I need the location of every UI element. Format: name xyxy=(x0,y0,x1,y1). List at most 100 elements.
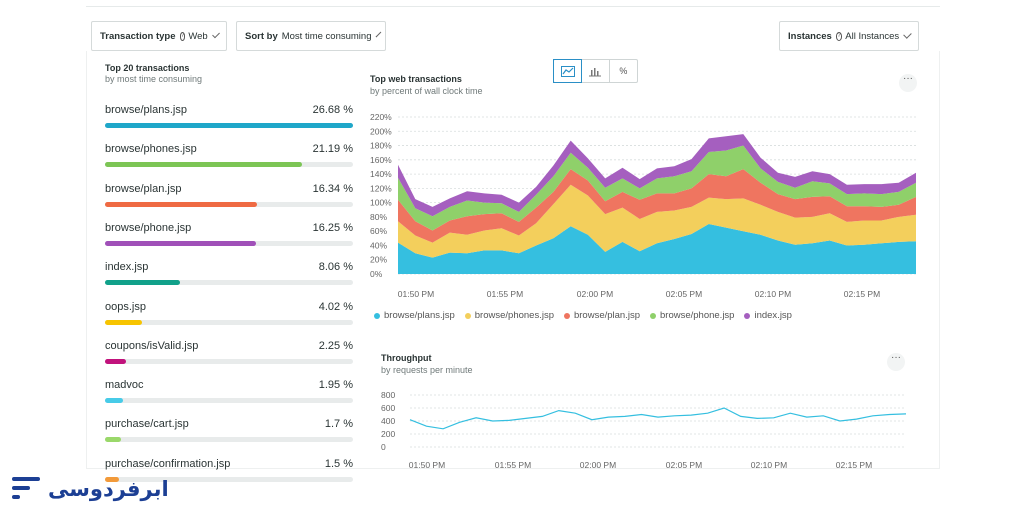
transaction-name[interactable]: index.jsp xyxy=(105,261,149,274)
legend-item[interactable]: browse/plan.jsp xyxy=(563,310,640,321)
top-divider xyxy=(86,6,940,7)
brand-logo: ابرفردوسی xyxy=(12,474,169,504)
legend-item[interactable]: browse/plans.jsp xyxy=(374,310,455,321)
transaction-percent: 1.5 % xyxy=(324,457,353,470)
y-tick-label: 220% xyxy=(370,112,392,122)
y-tick-label: 0% xyxy=(370,269,383,279)
area-series-3[interactable] xyxy=(398,145,916,231)
x-tick-label: 02:05 PM xyxy=(666,289,702,299)
y-tick-label: 40% xyxy=(370,240,387,250)
y-tick-label: 160% xyxy=(370,155,392,165)
throughput-line[interactable] xyxy=(409,407,907,430)
legend-label: browse/phone.jsp xyxy=(660,310,735,321)
transaction-type-filter[interactable]: Transaction type ? Web xyxy=(91,21,227,51)
transaction-row[interactable]: browse/phone.jsp 16.25 % xyxy=(105,222,353,252)
area-series-4[interactable] xyxy=(398,134,916,217)
transaction-row[interactable]: browse/plans.jsp 26.68 % xyxy=(105,104,353,134)
transaction-bar-fill xyxy=(105,476,119,482)
transaction-row[interactable]: purchase/confirmation.jsp 1.5 % xyxy=(105,458,353,488)
transaction-percent: 16.25 % xyxy=(312,221,353,234)
area-series-0[interactable] xyxy=(398,224,916,274)
logo-text: ابرفردوسی xyxy=(48,477,169,501)
top-transactions-title: Top 20 transactions xyxy=(105,63,190,73)
transaction-row[interactable]: madvoc 1.95 % xyxy=(105,379,353,409)
x-tick-label: 02:10 PM xyxy=(751,460,787,470)
transaction-bar-fill xyxy=(105,358,126,364)
area-series-2[interactable] xyxy=(398,169,916,243)
legend-item[interactable]: browse/phones.jsp xyxy=(464,310,554,321)
percent-toggle[interactable]: % xyxy=(619,66,628,76)
transaction-name[interactable]: purchase/confirmation.jsp xyxy=(105,457,231,470)
transaction-percent: 21.19 % xyxy=(312,143,353,156)
chevron-down-icon xyxy=(903,29,912,39)
transaction-name[interactable]: coupons/isValid.jsp xyxy=(105,339,199,352)
transaction-row[interactable]: oops.jsp 4.02 % xyxy=(105,301,353,331)
x-tick-label: 01:55 PM xyxy=(495,460,531,470)
transaction-name[interactable]: purchase/cart.jsp xyxy=(105,418,189,431)
transaction-bar-fill xyxy=(105,398,124,404)
transaction-percent: 16.34 % xyxy=(312,182,353,195)
bar-chart-icon[interactable] xyxy=(581,60,610,82)
transaction-name[interactable]: browse/phone.jsp xyxy=(105,221,192,234)
throughput-more-icon[interactable]: ··· xyxy=(887,353,905,371)
info-icon[interactable]: ? xyxy=(179,31,186,41)
x-tick-label: 01:55 PM xyxy=(487,289,523,299)
top-transactions-subtitle: by most time consuming xyxy=(105,74,203,84)
main-panel xyxy=(86,51,940,469)
throughput-line-chart: 0 200 400 600 800 01:50 PM 01:55 PM 02:00 PM 02:… xyxy=(381,390,907,470)
transaction-percent: 1.95 % xyxy=(318,379,353,392)
transaction-name[interactable]: browse/plans.jsp xyxy=(105,104,187,116)
transaction-name[interactable]: browse/phones.jsp xyxy=(105,143,197,156)
sort-by-label: Sort by xyxy=(245,30,278,42)
transaction-bar-track xyxy=(105,398,353,404)
transaction-bar-fill xyxy=(105,437,121,443)
throughput-title: Throughput xyxy=(381,353,432,363)
transaction-bar-track xyxy=(105,476,353,482)
transaction-bar-track xyxy=(105,240,353,246)
legend-item[interactable]: browse/phone.jsp xyxy=(650,310,734,321)
transaction-type-label: Transaction type xyxy=(100,30,176,42)
y-tick-label: 400 xyxy=(381,416,395,426)
x-tick-label: 02:15 PM xyxy=(836,460,872,470)
transaction-row[interactable]: index.jsp 8.06 % xyxy=(105,261,353,291)
sort-by-filter[interactable]: Sort by Most time consuming xyxy=(236,21,386,51)
transaction-name[interactable]: oops.jsp xyxy=(105,300,146,313)
instances-value: All Instances xyxy=(845,30,900,42)
top-chart-title: Top web transactions xyxy=(370,74,462,84)
y-tick-label: 100% xyxy=(370,198,392,208)
area-chart-icon[interactable] xyxy=(553,59,583,83)
y-tick-label: 600 xyxy=(381,403,395,413)
instances-filter[interactable]: Instances ? All Instances xyxy=(779,21,919,51)
transaction-name[interactable]: browse/plan.jsp xyxy=(105,182,182,195)
transaction-percent: 2.25 % xyxy=(318,339,353,352)
legend-label: browse/plans.jsp xyxy=(384,310,455,321)
y-tick-label: 200 xyxy=(381,429,395,439)
top-transactions-area-chart: 0% 20% 40% 60% 80% 100% 120% 140% 160% 180% 200% 22… xyxy=(370,112,916,299)
legend-label: index.jsp xyxy=(754,310,792,321)
y-tick-label: 80% xyxy=(370,212,387,222)
transaction-type-value: Web xyxy=(188,30,208,42)
legend-item[interactable]: index.jsp xyxy=(744,310,792,321)
legend-label: browse/phones.jsp xyxy=(474,310,554,321)
area-series-1[interactable] xyxy=(398,184,916,258)
transaction-row[interactable]: coupons/isValid.jsp 2.25 % xyxy=(105,340,353,370)
transaction-bar-fill xyxy=(105,123,353,128)
transaction-bar-track xyxy=(105,123,353,128)
transaction-bar-track xyxy=(105,280,353,286)
top-chart-subtitle: by percent of wall clock time xyxy=(370,86,483,96)
y-tick-label: 120% xyxy=(370,183,392,193)
transaction-row[interactable]: browse/phones.jsp 21.19 % xyxy=(105,143,353,173)
transaction-percent: 26.68 % xyxy=(312,104,353,116)
x-tick-label: 02:10 PM xyxy=(755,289,791,299)
transaction-name[interactable]: madvoc xyxy=(105,379,144,392)
info-icon[interactable]: ? xyxy=(835,31,843,41)
chevron-down-icon xyxy=(211,30,220,38)
transaction-row[interactable]: browse/plan.jsp 16.34 % xyxy=(105,183,353,213)
y-tick-label: 200% xyxy=(370,126,392,136)
x-tick-label: 02:00 PM xyxy=(577,289,613,299)
legend-swatch xyxy=(563,312,570,319)
top-chart-more-icon[interactable]: ··· xyxy=(899,74,917,92)
transaction-bar-fill xyxy=(105,280,180,286)
transaction-row[interactable]: purchase/cart.jsp 1.7 % xyxy=(105,418,353,448)
chart-legend: browse/plans.jsp browse/phones.jsp browse/… xyxy=(374,310,792,321)
